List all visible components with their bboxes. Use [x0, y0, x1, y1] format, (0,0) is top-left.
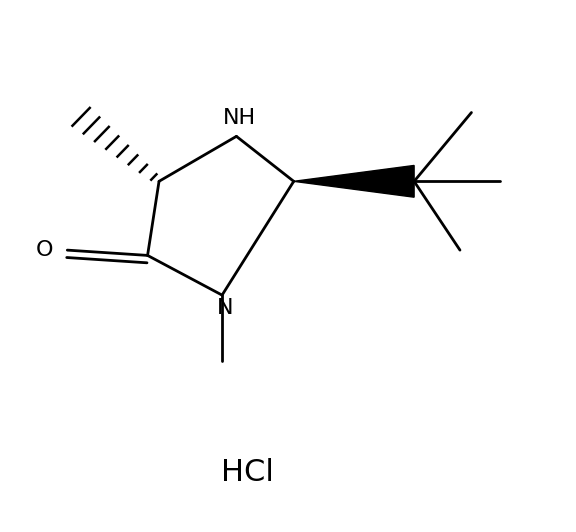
Text: HCl: HCl: [221, 458, 274, 487]
Text: N: N: [217, 298, 233, 318]
Polygon shape: [294, 165, 414, 197]
Text: O: O: [36, 240, 53, 260]
Text: NH: NH: [223, 109, 256, 128]
